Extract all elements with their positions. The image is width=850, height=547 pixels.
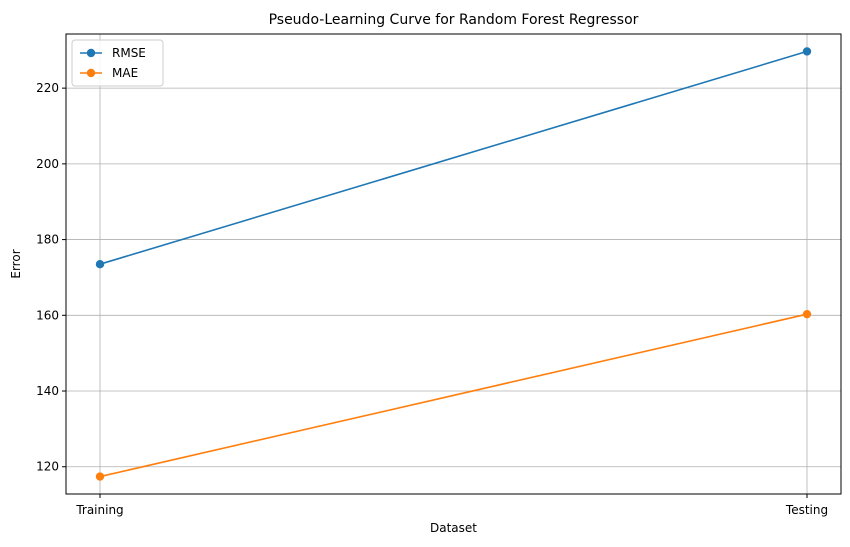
legend-swatch-marker [86,48,96,58]
legend: RMSE MAE [71,39,164,87]
legend-label: RMSE [112,46,146,60]
data-point-mae [802,309,812,319]
x-axis-label: Dataset [430,521,477,535]
legend-swatch-marker [86,68,96,78]
x-tick-label: Training [75,503,123,517]
y-tick-label: 180 [36,233,59,247]
plot-frame [65,33,842,495]
y-tick-label: 160 [36,308,59,322]
y-tick-label: 140 [36,384,59,398]
data-point-rmse [95,259,105,269]
series-line-mae [99,313,808,478]
x-tick-label: Testing [785,503,828,517]
series-layer [95,47,812,481]
y-axis-label: Error [9,249,23,278]
axes: 120 140 160 180 200 220 Training Testing [36,81,828,517]
y-tick-label: 120 [36,460,59,474]
series-line-rmse [99,50,808,265]
chart-title: Pseudo-Learning Curve for Random Forest … [269,12,639,28]
legend-label: MAE [112,66,138,80]
data-point-rmse [802,47,812,56]
data-point-mae [95,472,105,481]
y-tick-label: 200 [36,157,59,171]
grid [66,34,841,494]
y-tick-label: 220 [36,81,59,95]
